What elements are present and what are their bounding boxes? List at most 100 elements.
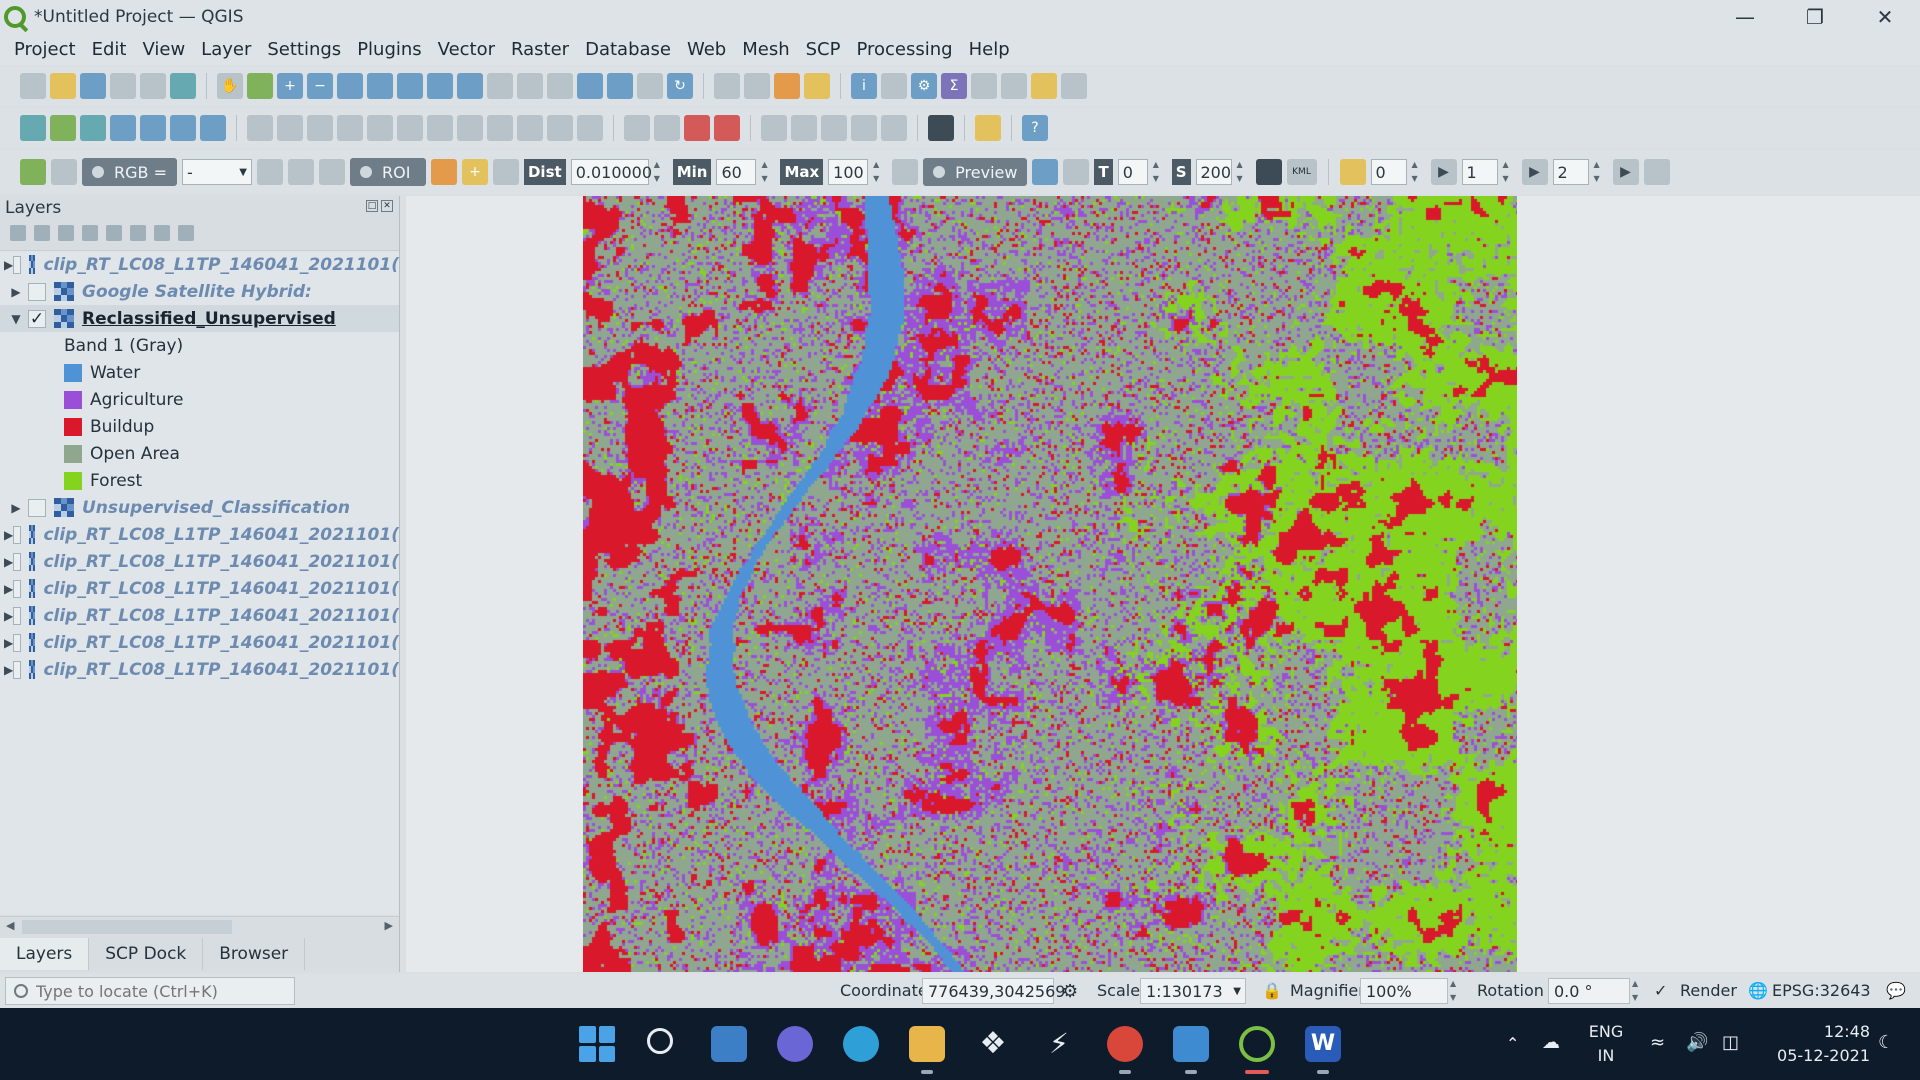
scale-field[interactable]: 1:130173 ▼	[1140, 978, 1246, 1004]
field-calculator-icon[interactable]	[971, 73, 997, 99]
add-wfs-icon[interactable]	[200, 115, 226, 141]
zoom-selection-icon[interactable]	[367, 73, 393, 99]
lock-scale-icon[interactable]: 🔒	[1262, 981, 1282, 1000]
edge-browser-icon[interactable]	[843, 1026, 879, 1062]
digitize-pencil-icon[interactable]	[247, 115, 273, 141]
layer-name[interactable]: clip_RT_LC08_L1TP_146041_2021101(	[43, 605, 399, 626]
new-geopackage-icon[interactable]	[50, 115, 76, 141]
chevron-right-icon[interactable]: ▶	[11, 500, 21, 515]
layer-item[interactable]: ▶ Unsupervised_Classification	[0, 494, 399, 521]
dist-input[interactable]: 0.010000	[570, 159, 652, 185]
t-input[interactable]: 0	[1117, 159, 1148, 185]
cut-icon[interactable]	[457, 115, 483, 141]
crs-label[interactable]: EPSG:32643	[1772, 981, 1871, 1000]
band-set-icon[interactable]	[1339, 159, 1366, 185]
rgb-select[interactable]: - ▼	[181, 159, 252, 185]
tray-chevron-up-icon[interactable]: ⌃	[1506, 1034, 1520, 1053]
crs-globe-icon[interactable]: 🌐	[1748, 981, 1768, 1000]
chrome-icon[interactable]	[1107, 1026, 1143, 1062]
layer-visibility-checkbox[interactable]: ✓	[28, 308, 46, 329]
rotation-field[interactable]: 0.0 °	[1548, 978, 1630, 1004]
change-label-icon[interactable]	[881, 115, 907, 141]
clock-date[interactable]: 05-12-2021	[1777, 1046, 1870, 1065]
magnifier-field[interactable]: 100%	[1360, 978, 1448, 1004]
select-location-icon[interactable]	[804, 73, 830, 99]
file-explorer-icon[interactable]	[909, 1026, 945, 1062]
layer-visibility-checkbox[interactable]	[13, 606, 21, 625]
menu-web[interactable]: Web	[686, 39, 727, 60]
menu-help[interactable]: Help	[968, 39, 1010, 60]
rotate-label-icon[interactable]	[851, 115, 877, 141]
add-wms-icon[interactable]	[170, 115, 196, 141]
deselect-icon[interactable]	[774, 73, 800, 99]
coordinate-field[interactable]: 776439,3042569	[922, 978, 1065, 1004]
preview-color-icon[interactable]	[1032, 159, 1059, 185]
kml-icon[interactable]: KML	[1286, 159, 1317, 185]
select-by-value-icon[interactable]	[744, 73, 770, 99]
roi-button[interactable]: ROI	[349, 158, 426, 186]
zoom-layer-icon[interactable]	[397, 73, 423, 99]
layer-item[interactable]: ▶ clip_RT_LC08_L1TP_146041_2021101(	[0, 575, 399, 602]
show-bookmarks-icon[interactable]	[607, 73, 633, 99]
menu-raster[interactable]: Raster	[511, 39, 570, 60]
band-next-2-icon[interactable]: ▶	[1521, 159, 1548, 185]
roi-redo-icon[interactable]	[492, 159, 519, 185]
band-b-spinner[interactable]: ▲ ▼	[1502, 160, 1509, 183]
start-windows-icon[interactable]	[579, 1026, 615, 1062]
layer-item[interactable]: ▶ clip_RT_LC08_L1TP_146041_2021101(	[0, 521, 399, 548]
map-canvas[interactable]	[406, 196, 1920, 972]
label-tool-icon[interactable]	[624, 115, 650, 141]
data-source-manager-icon[interactable]	[20, 115, 46, 141]
select-features-icon[interactable]	[714, 73, 740, 99]
menu-plugins[interactable]: Plugins	[357, 39, 422, 60]
layer-visibility-checkbox[interactable]	[13, 525, 21, 544]
layer-name[interactable]: clip_RT_LC08_L1TP_146041_2021101(	[43, 254, 399, 275]
layer-name[interactable]: clip_RT_LC08_L1TP_146041_2021101(	[43, 524, 399, 545]
layer-name[interactable]: Unsupervised_Classification	[82, 497, 350, 518]
annotation-icon[interactable]	[1061, 73, 1087, 99]
open-project-icon[interactable]	[50, 73, 76, 99]
identify-icon[interactable]: i	[851, 73, 877, 99]
scroll-left-icon[interactable]: ◀	[6, 919, 15, 932]
language-line-2[interactable]: IN	[1597, 1046, 1615, 1065]
teams-chat-icon[interactable]	[777, 1026, 813, 1062]
band-set-spinner[interactable]: ▲ ▼	[1411, 160, 1418, 183]
manage-visibility-icon[interactable]	[58, 225, 74, 241]
measure-icon[interactable]	[1001, 73, 1027, 99]
tab-layers[interactable]: Layers	[0, 938, 90, 970]
add-feature-icon[interactable]	[337, 115, 363, 141]
preview-button[interactable]: Preview	[923, 158, 1028, 186]
search-icon[interactable]	[645, 1026, 681, 1062]
zoom-native-icon[interactable]	[427, 73, 453, 99]
layer-tree-scrollbar[interactable]: ◀ ▶	[0, 916, 399, 936]
messages-icon[interactable]: 💬	[1886, 981, 1906, 1000]
chevron-right-icon[interactable]: ▶	[11, 284, 21, 299]
qgis-taskbar-icon[interactable]	[1239, 1026, 1275, 1062]
menu-view[interactable]: View	[142, 39, 186, 60]
close-icon[interactable]: ✕	[1876, 5, 1894, 29]
tab-browser[interactable]: Browser	[203, 938, 306, 970]
locator-input[interactable]	[36, 981, 276, 1001]
s-input[interactable]: 200	[1195, 159, 1232, 185]
menu-processing[interactable]: Processing	[856, 39, 953, 60]
attribute-table-icon[interactable]	[881, 73, 907, 99]
add-group-icon[interactable]	[34, 225, 50, 241]
map-tips-icon[interactable]	[1031, 73, 1057, 99]
max-spinner[interactable]: ▲ ▼	[873, 160, 880, 183]
layer-item[interactable]: ▶ clip_RT_LC08_L1TP_146041_2021101(	[0, 656, 399, 683]
help-icon[interactable]: ?	[1022, 115, 1048, 141]
focus-moon-icon[interactable]: ☾	[1878, 1032, 1895, 1053]
new-3d-view-icon[interactable]	[547, 73, 573, 99]
show-hide-label-icon[interactable]	[791, 115, 817, 141]
print-layout-icon[interactable]	[140, 73, 166, 99]
layer-item[interactable]: ▶ clip_RT_LC08_L1TP_146041_2021101(	[0, 602, 399, 629]
save-edits-icon[interactable]	[307, 115, 333, 141]
scroll-right-icon[interactable]: ▶	[384, 919, 393, 932]
band-c-spinner[interactable]: ▲ ▼	[1593, 160, 1600, 183]
modify-attributes-icon[interactable]	[397, 115, 423, 141]
pin-label-icon[interactable]	[761, 115, 787, 141]
refresh-icon[interactable]: ↻	[667, 73, 693, 99]
close-panel-icon[interactable]: ✕	[381, 200, 393, 212]
add-raster-icon[interactable]	[110, 115, 136, 141]
tab-scp-dock[interactable]: SCP Dock	[89, 938, 204, 970]
